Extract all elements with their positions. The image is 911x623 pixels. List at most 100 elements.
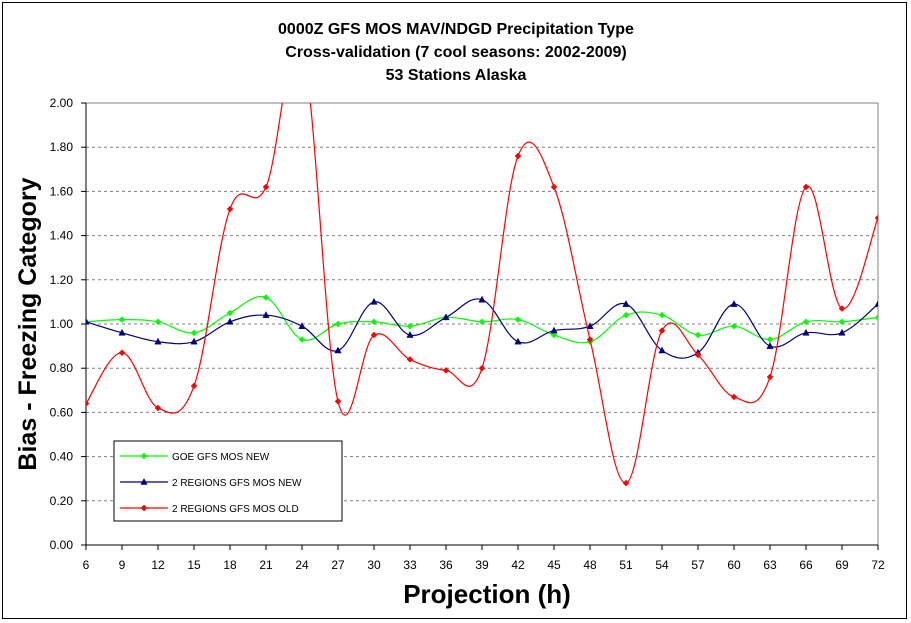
x-tick-label: 36 (439, 558, 453, 572)
x-tick-label: 66 (799, 558, 813, 572)
y-tick-label: 1.20 (50, 273, 74, 287)
data-point (622, 479, 630, 487)
legend-marker (140, 452, 148, 460)
data-point (658, 327, 666, 334)
x-tick-label: 33 (403, 558, 417, 572)
series-layer (86, 103, 878, 487)
chart-title-line-1: 0000Z GFS MOS MAV/NDGD Precipitation Typ… (278, 21, 634, 38)
data-point (442, 367, 450, 374)
x-tick-label: 60 (727, 558, 741, 572)
x-tick-label: 24 (295, 558, 309, 572)
data-point (190, 382, 198, 390)
x-tick-label: 63 (763, 558, 777, 572)
y-axis-ticks: 0.00 0.20 0.40 0.60 0.80 1.00 1.20 1.40 1.60 1.80… (50, 96, 87, 552)
data-point (118, 316, 126, 323)
data-point (334, 346, 342, 354)
data-point (802, 328, 810, 336)
data-point (550, 331, 558, 339)
data-point (838, 328, 846, 336)
data-point (118, 349, 126, 357)
x-tick-label: 72 (871, 558, 885, 572)
y-tick-label: 2.00 (50, 96, 74, 110)
y-tick-label: 0.40 (50, 450, 74, 464)
y-tick-label: 1.00 (50, 317, 74, 331)
legend-entry-label: GOE GFS MOS NEW (172, 452, 270, 463)
data-point (586, 336, 594, 343)
data-point (730, 300, 738, 307)
data-point (550, 183, 558, 191)
x-tick-label: 48 (583, 558, 597, 572)
series-line (86, 103, 878, 484)
data-point (334, 320, 342, 328)
data-point (478, 318, 486, 326)
y-tick-label: 0.00 (50, 538, 74, 552)
data-point (86, 400, 90, 407)
legend-entry-label: 2 REGIONS GFS MOS OLD (172, 504, 299, 515)
x-tick-label: 45 (547, 558, 561, 572)
data-point (874, 300, 878, 307)
data-point (262, 183, 270, 191)
x-tick-label: 27 (331, 558, 345, 572)
data-point (406, 331, 414, 338)
x-tick-label: 18 (223, 558, 237, 572)
data-point (478, 295, 486, 303)
x-tick-label: 30 (367, 558, 381, 572)
chart-title-line-2: Cross-validation (7 cool seasons: 2002-2… (285, 44, 626, 61)
data-point (766, 342, 774, 349)
data-point (226, 205, 234, 213)
legend-entry-label: 2 REGIONS GFS MOS NEW (172, 478, 302, 489)
data-point (622, 311, 630, 319)
data-point (226, 317, 234, 325)
x-tick-label: 15 (187, 558, 201, 572)
x-axis-ticks: 6 9 12 15 18 21 24 27 30 33 36 39 42 45 48 51 54 57 60 63 66… (83, 544, 885, 572)
data-point (694, 351, 702, 359)
data-point (370, 297, 378, 305)
y-tick-label: 0.60 (50, 405, 74, 419)
data-point (298, 322, 306, 329)
data-point (802, 318, 810, 326)
x-tick-label: 12 (151, 558, 165, 572)
data-point (514, 152, 522, 160)
data-point (190, 337, 198, 345)
x-tick-label: 57 (691, 558, 705, 572)
data-point (730, 393, 738, 401)
x-tick-label: 6 (83, 558, 90, 572)
data-point (370, 331, 378, 339)
data-point (730, 322, 738, 330)
x-tick-label: 54 (655, 558, 669, 572)
data-point (658, 346, 666, 354)
data-point (550, 326, 558, 334)
data-point (334, 397, 342, 405)
x-tick-label: 69 (835, 558, 849, 572)
data-point (802, 183, 810, 191)
data-point (190, 329, 198, 337)
data-point (838, 305, 846, 312)
data-point (514, 316, 522, 323)
x-tick-label: 51 (619, 558, 633, 572)
data-point (586, 322, 594, 329)
y-tick-label: 0.20 (50, 494, 74, 508)
data-point (658, 311, 666, 319)
data-point (622, 300, 630, 307)
chart-title-line-3: 53 Stations Alaska (386, 67, 527, 84)
data-point (514, 337, 522, 345)
data-point (874, 214, 878, 222)
data-point (154, 318, 162, 326)
data-point (406, 322, 414, 330)
data-point (262, 294, 270, 301)
legend-marker (140, 504, 148, 512)
y-axis-label: Bias - Freezing Category (14, 177, 42, 470)
x-tick-label: 42 (511, 558, 525, 572)
data-point (370, 318, 378, 326)
data-point (766, 373, 774, 381)
data-point (154, 404, 162, 412)
series-1 (86, 294, 878, 346)
x-axis-label: Projection (h) (403, 579, 571, 609)
y-tick-label: 0.80 (50, 361, 74, 375)
data-point (226, 309, 234, 317)
data-point (766, 336, 774, 343)
legend: GOE GFS MOS NEW 2 REGIONS GFS MOS NEW 2 RE… (113, 440, 343, 522)
y-tick-label: 1.60 (50, 184, 74, 198)
